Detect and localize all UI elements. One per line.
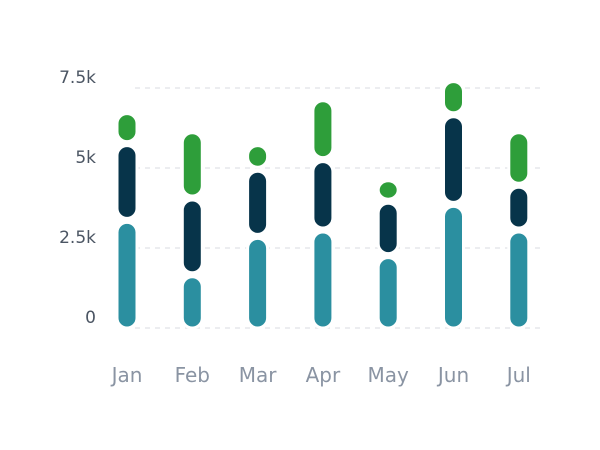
x-tick-label: Feb [175, 363, 210, 387]
bar-segment-apr-3 [311, 99, 335, 160]
y-tick-label: 0 [85, 308, 96, 328]
bar-segment-mar-3 [246, 144, 270, 169]
y-axis-labels: 0 2.5k 5k 7.5k [59, 68, 96, 328]
x-axis-labels: Jan Feb Mar Apr May Jun Jul [110, 363, 531, 387]
bar-segment-jul-1 [507, 230, 531, 330]
bar-group-apr [311, 99, 335, 330]
x-tick-label: Apr [306, 363, 341, 387]
bar-segment-feb-2 [180, 198, 204, 275]
bar-group-jul [507, 131, 531, 330]
bar-group-jun [442, 80, 465, 330]
bar-segment-mar-2 [246, 169, 270, 236]
bar-segment-jan-1 [115, 220, 139, 330]
x-tick-label: Jul [505, 363, 531, 387]
bar-segment-apr-1 [311, 230, 335, 330]
bar-segment-may-1 [376, 256, 400, 330]
y-tick-label: 7.5k [59, 68, 96, 88]
bar-segment-jun-1 [442, 204, 465, 330]
bar-segment-jan-2 [115, 144, 139, 220]
bar-segment-may-3 [376, 179, 400, 201]
x-tick-label: Jan [110, 363, 143, 387]
bar-group-mar [246, 144, 270, 330]
bar-segment-may-2 [376, 201, 400, 256]
bar-segment-feb-3 [180, 131, 204, 198]
y-tick-label: 5k [75, 148, 96, 168]
bar-group-feb [180, 131, 204, 330]
bar-group-may [376, 179, 400, 330]
bar-segment-jul-3 [507, 131, 531, 185]
bar-group-jan [115, 112, 139, 330]
bar-segment-mar-1 [246, 236, 270, 330]
x-tick-label: Jun [436, 363, 469, 387]
bar-segment-apr-2 [311, 160, 335, 230]
x-tick-label: Mar [239, 363, 278, 387]
bars-layer [115, 80, 531, 330]
y-tick-label: 2.5k [59, 228, 96, 248]
bar-segment-jul-2 [507, 185, 531, 230]
bar-segment-jun-3 [442, 80, 465, 115]
x-tick-label: May [368, 363, 410, 387]
bar-segment-jan-3 [115, 112, 139, 144]
bar-segment-feb-1 [180, 275, 204, 330]
grid-layer [135, 87, 540, 329]
bar-segment-jun-2 [442, 115, 465, 204]
